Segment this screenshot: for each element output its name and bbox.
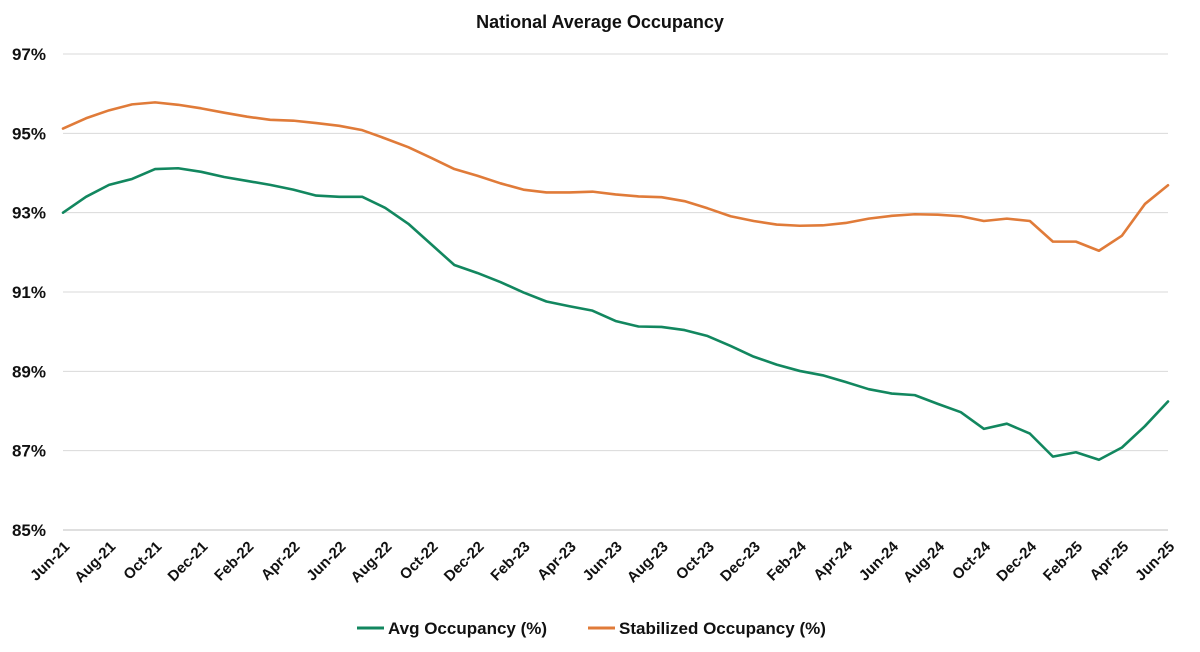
x-tick-label: Dec-24 [993, 538, 1040, 585]
x-tick-label: Jun-22 [303, 538, 349, 584]
series-lines [61, 101, 1170, 462]
x-tick-label: Jun-25 [1132, 538, 1178, 584]
x-tick-label: Feb-25 [1040, 538, 1086, 584]
x-tick-label: Dec-22 [441, 538, 488, 585]
chart-title: National Average Occupancy [476, 12, 724, 32]
x-tick-label: Apr-22 [258, 538, 304, 584]
x-tick-label: Aug-23 [624, 538, 672, 586]
x-tick-label: Oct-21 [120, 538, 165, 583]
y-tick-label: 93% [12, 204, 46, 223]
y-tick-label: 89% [12, 362, 46, 381]
y-tick-label: 87% [12, 442, 46, 461]
x-tick-label: Aug-22 [348, 538, 396, 586]
x-tick-label: Feb-24 [764, 538, 811, 585]
x-tick-label: Oct-24 [949, 538, 994, 583]
avg-occupancy-line [61, 166, 1170, 462]
x-tick-label: Oct-22 [397, 538, 442, 583]
x-tick-label: Feb-23 [487, 538, 533, 584]
x-tick-label: Feb-22 [211, 538, 257, 584]
x-tick-label: Dec-23 [717, 538, 764, 585]
x-tick-label: Jun-21 [27, 538, 73, 584]
stabilized-occupancy-line [61, 101, 1170, 253]
x-tick-label: Dec-21 [165, 538, 212, 585]
x-tick-label: Apr-23 [534, 538, 580, 584]
legend-item-stabilized-occupancy: Stabilized Occupancy (%) [588, 619, 826, 638]
legend: Avg Occupancy (%) Stabilized Occupancy (%… [357, 619, 826, 638]
y-tick-label: 95% [12, 124, 46, 143]
x-tick-label: Jun-24 [856, 538, 903, 585]
y-tick-label: 91% [12, 283, 46, 302]
gridlines [63, 53, 1168, 531]
legend-label: Avg Occupancy (%) [388, 619, 547, 638]
x-tick-label: Apr-24 [810, 538, 856, 584]
x-tick-label: Aug-21 [71, 538, 119, 586]
y-tick-label: 85% [12, 521, 46, 540]
y-axis-tick-labels: 85% 87% 89% 91% 93% 95% 97% [12, 45, 46, 540]
x-tick-label: Apr-25 [1087, 538, 1133, 584]
x-tick-label: Oct-23 [673, 538, 718, 583]
y-tick-label: 97% [12, 45, 46, 64]
x-tick-label: Aug-24 [900, 538, 948, 586]
legend-item-avg-occupancy: Avg Occupancy (%) [357, 619, 547, 638]
legend-label: Stabilized Occupancy (%) [619, 619, 826, 638]
x-tick-label: Jun-23 [580, 538, 626, 584]
